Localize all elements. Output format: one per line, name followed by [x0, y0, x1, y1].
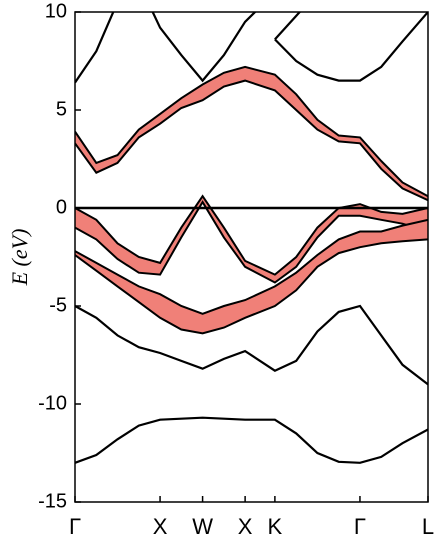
- y-axis-label: E (eV): [7, 229, 32, 287]
- band-area: [75, 219, 428, 334]
- band-line: [75, 304, 428, 386]
- band-edge: [75, 238, 428, 335]
- y-tick-label: -5: [49, 294, 67, 316]
- band-area: [75, 196, 428, 283]
- plot-area: [75, 12, 428, 464]
- x-tick-label: X: [153, 514, 168, 539]
- band-edge: [75, 79, 428, 202]
- band-line: [274, 12, 302, 41]
- x-tick-label: W: [192, 514, 213, 539]
- x-tick-label: X: [238, 514, 253, 539]
- y-tick-label: 5: [56, 98, 67, 120]
- band-edge: [75, 200, 428, 284]
- band-line: [75, 12, 115, 84]
- band-area: [75, 66, 428, 201]
- band-edge: [75, 218, 428, 315]
- band-line: [75, 416, 428, 464]
- x-tick-label: Γ: [354, 514, 366, 539]
- y-tick-label: 0: [56, 196, 67, 218]
- axes-frame: [74, 11, 429, 503]
- band-edge: [75, 65, 428, 198]
- band-edge: [75, 194, 428, 276]
- band-line: [274, 12, 428, 82]
- x-tick-label: K: [268, 514, 283, 539]
- x-tick-label: Γ: [69, 514, 81, 539]
- band-line: [151, 12, 257, 83]
- y-tick-label: 10: [45, 0, 67, 22]
- y-tick-label: -15: [38, 490, 67, 512]
- y-tick-label: -10: [38, 392, 67, 414]
- x-tick-label: L: [422, 514, 434, 539]
